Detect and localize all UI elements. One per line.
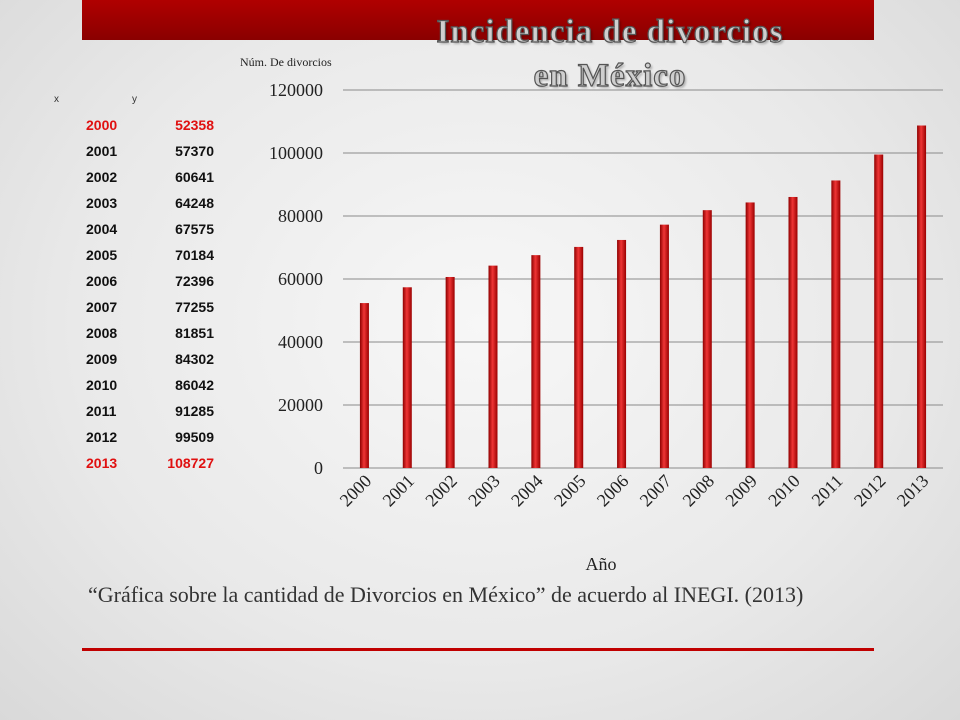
table-cell-count: 108727 xyxy=(167,455,214,471)
table-body: 2000 52358 2001 57370 2002 60641 2003 64248 2004… xyxy=(40,112,230,476)
bar xyxy=(659,224,669,468)
y-tick-label: 60000 xyxy=(278,269,323,289)
y-tick-label: 20000 xyxy=(278,395,323,415)
x-tick-label: 2003 xyxy=(464,471,504,511)
x-tick-label: 2009 xyxy=(721,471,761,511)
table-cell-year: 2000 xyxy=(86,117,118,133)
bar xyxy=(788,196,798,468)
table-row: 2006 72396 xyxy=(40,268,230,294)
table-cell-year: 2002 xyxy=(86,169,118,185)
bottom-divider xyxy=(82,648,874,651)
title-bar xyxy=(82,0,874,40)
table-row: 2000 52358 xyxy=(40,112,230,138)
x-tick-label: 2004 xyxy=(507,471,547,511)
table-cell-count: 86042 xyxy=(175,377,214,393)
x-tick-label: 2005 xyxy=(550,471,590,511)
x-tick-label: 2012 xyxy=(850,471,890,511)
bar xyxy=(831,180,841,468)
table-cell-count: 81851 xyxy=(175,325,214,341)
table-cell-year: 2009 xyxy=(86,351,118,367)
x-tick-label: 2006 xyxy=(593,471,633,511)
y-tick-label: 80000 xyxy=(278,206,323,226)
bar xyxy=(874,154,884,469)
table-cell-count: 70184 xyxy=(175,247,214,263)
x-tick-label: 2011 xyxy=(808,471,847,510)
table-row: 2002 60641 xyxy=(40,164,230,190)
x-tick-label: 2008 xyxy=(679,471,719,511)
bar xyxy=(445,276,455,468)
data-table: x y 2000 52358 2001 57370 2002 60641 2003 64248… xyxy=(40,94,230,476)
y-tick-label: 120000 xyxy=(269,80,323,100)
table-cell-count: 91285 xyxy=(175,403,214,419)
column-header-y: y xyxy=(132,94,137,105)
table-cell-count: 72396 xyxy=(175,273,214,289)
x-tick-label: 2007 xyxy=(636,471,676,511)
table-row: 2005 70184 xyxy=(40,242,230,268)
table-row: 2013 108727 xyxy=(40,450,230,476)
table-cell-year: 2010 xyxy=(86,377,118,393)
table-cell-year: 2001 xyxy=(86,143,118,159)
bar xyxy=(531,255,541,468)
x-tick-label: 2013 xyxy=(893,471,933,511)
table-row: 2004 67575 xyxy=(40,216,230,242)
table-cell-count: 67575 xyxy=(175,221,214,237)
table-row: 2009 84302 xyxy=(40,346,230,372)
table-cell-year: 2006 xyxy=(86,273,118,289)
table-cell-year: 2012 xyxy=(86,429,118,445)
table-cell-count: 99509 xyxy=(175,429,214,445)
y-tick-label: 100000 xyxy=(269,143,323,163)
x-tick-label: 2002 xyxy=(421,471,461,511)
bar xyxy=(488,265,498,468)
y-tick-label: 40000 xyxy=(278,332,323,352)
table-header: x y xyxy=(40,94,230,112)
table-cell-year: 2005 xyxy=(86,247,118,263)
table-row: 2011 91285 xyxy=(40,398,230,424)
x-tick-label: 2001 xyxy=(379,471,419,511)
y-axis-label: Núm. De divorcios xyxy=(240,55,332,69)
table-cell-year: 2004 xyxy=(86,221,118,237)
table-cell-count: 60641 xyxy=(175,169,214,185)
slide-title: Incidencia de divorcios en México xyxy=(380,10,840,98)
table-row: 2008 81851 xyxy=(40,320,230,346)
table-cell-year: 2008 xyxy=(86,325,118,341)
table-row: 2012 99509 xyxy=(40,424,230,450)
bar xyxy=(745,202,755,468)
bar xyxy=(402,287,412,468)
table-cell-year: 2003 xyxy=(86,195,118,211)
x-tick-label: 2010 xyxy=(764,471,804,511)
slide-title-line-2: en México xyxy=(533,57,687,94)
table-cell-count: 57370 xyxy=(175,143,214,159)
table-cell-count: 64248 xyxy=(175,195,214,211)
table-cell-year: 2011 xyxy=(86,403,117,419)
table-cell-count: 52358 xyxy=(175,117,214,133)
table-row: 2010 86042 xyxy=(40,372,230,398)
bar xyxy=(574,246,584,468)
x-tick-label: 2000 xyxy=(336,471,376,511)
slide-title-line-1: Incidencia de divorcios xyxy=(436,13,784,50)
table-row: 2007 77255 xyxy=(40,294,230,320)
y-tick-label: 0 xyxy=(314,458,323,478)
bar xyxy=(917,125,927,468)
column-header-x: x xyxy=(54,94,59,105)
table-row: 2001 57370 xyxy=(40,138,230,164)
table-row: 2003 64248 xyxy=(40,190,230,216)
table-cell-year: 2013 xyxy=(86,455,118,471)
bar xyxy=(359,303,369,468)
chart-caption: “Gráfica sobre la cantidad de Divorcios … xyxy=(88,582,804,607)
table-cell-count: 77255 xyxy=(175,299,214,315)
table-cell-year: 2007 xyxy=(86,299,118,315)
bar xyxy=(702,210,712,468)
table-cell-count: 84302 xyxy=(175,351,214,367)
bar xyxy=(617,239,627,468)
x-axis-label: Año xyxy=(586,554,617,574)
